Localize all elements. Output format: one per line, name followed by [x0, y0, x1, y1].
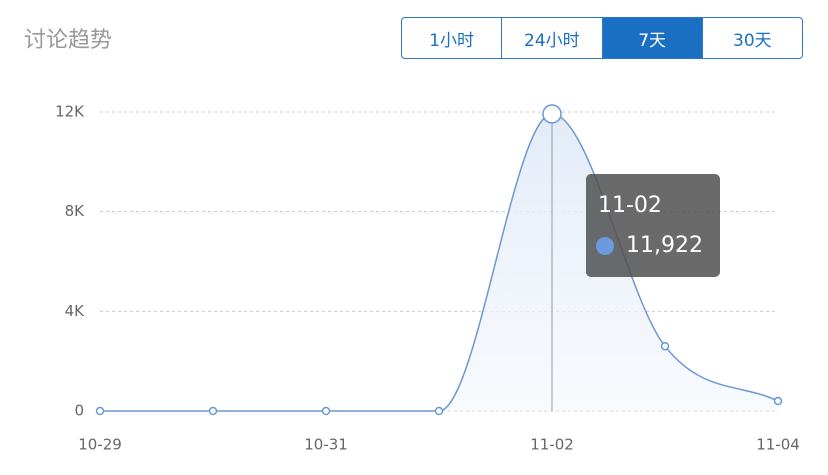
time-tab[interactable]: 30天: [701, 18, 802, 58]
tooltip-dot: [596, 237, 614, 255]
tooltip-value: 11,922: [626, 233, 703, 258]
data-point: [660, 341, 670, 351]
data-point: [773, 396, 783, 406]
data-point: [542, 104, 562, 124]
tooltip-date: 11-02: [598, 193, 662, 218]
data-point: [208, 406, 218, 416]
time-tab[interactable]: 24小时: [501, 18, 601, 58]
tooltip-box: [586, 174, 720, 277]
time-tab[interactable]: 7天: [601, 18, 702, 58]
section-title: 讨论趋势: [24, 28, 113, 53]
line: [99, 113, 779, 412]
time-tab[interactable]: 1小时: [429, 30, 475, 51]
x-tick-label: 11-04: [756, 436, 800, 454]
data-point: [434, 406, 444, 416]
data-point: [95, 406, 105, 416]
tab-group: 1小时 24小时 7天 30天: [401, 17, 803, 59]
y-tick-label: 8K: [65, 202, 86, 220]
y-tick-label: 12K: [55, 103, 85, 121]
line-area: [100, 113, 778, 412]
x-tick-label: 11-02: [530, 436, 574, 454]
y-tick-label: 4K: [65, 302, 86, 320]
x-tick-label: 10-31: [304, 436, 348, 454]
data-point: [321, 406, 331, 416]
x-tick-label: 10-29: [78, 436, 122, 454]
tooltip: 11-02 11,922: [586, 174, 720, 277]
y-tick-label: 0: [74, 402, 84, 420]
